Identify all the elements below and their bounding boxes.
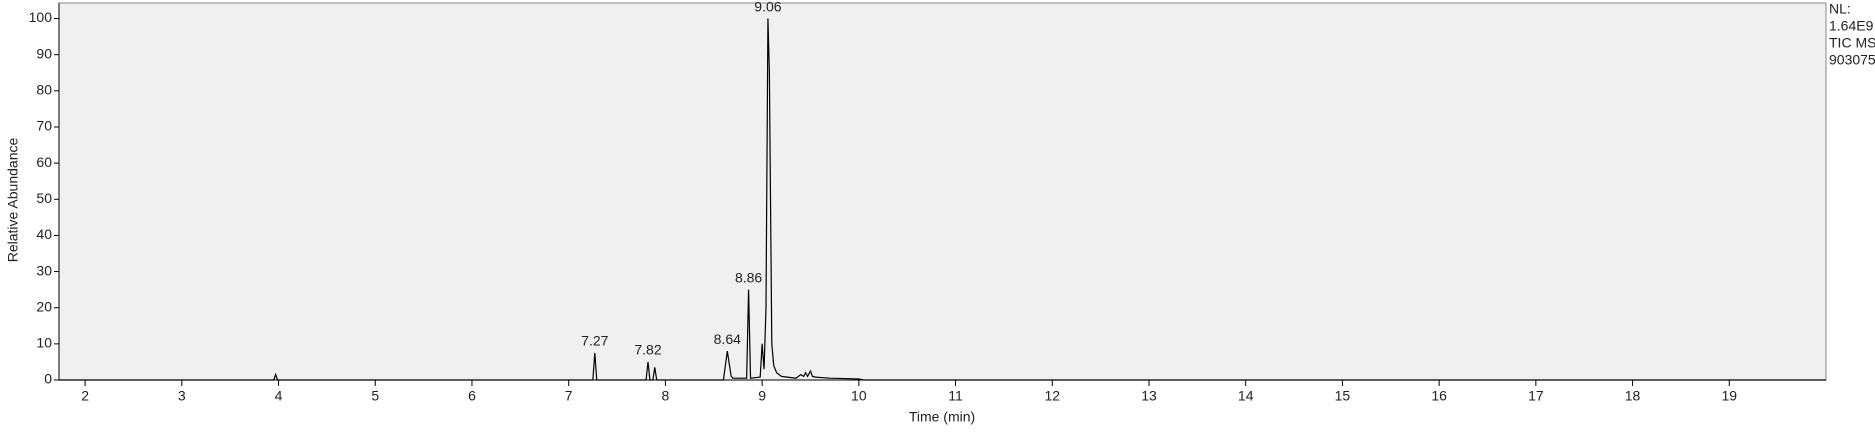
plot-area: [58, 2, 1827, 381]
y-tick-label: 10: [36, 335, 52, 351]
trace: [59, 18, 1826, 381]
y-tick-label: 100: [29, 9, 53, 25]
y-tick-label: 20: [36, 298, 52, 314]
x-tick-label: 2: [81, 388, 89, 404]
x-tick-label: 11: [948, 388, 963, 404]
x-tick-label: 18: [1625, 388, 1641, 404]
x-tick-label: 10: [851, 388, 867, 404]
y-tick-label: 40: [36, 226, 52, 242]
y-tick-label: 30: [36, 262, 52, 278]
x-tick-label: 6: [468, 388, 476, 404]
x-tick-label: 14: [1238, 388, 1254, 404]
y-axis-label: Relative Abundance: [5, 138, 21, 263]
x-tick-label: 5: [371, 388, 379, 404]
x-tick-label: 9: [758, 388, 766, 404]
x-tick-label: 19: [1721, 388, 1737, 404]
peak-label: 7.27: [581, 333, 608, 349]
peak-label: 8.86: [735, 269, 762, 285]
x-tick-label: 3: [178, 388, 186, 404]
peak-label: 9.06: [754, 0, 781, 14]
x-axis-label: Time (min): [909, 409, 975, 425]
info-text: TIC MS: [1829, 35, 1875, 51]
y-tick-label: 0: [44, 371, 52, 387]
y-tick-label: 50: [36, 190, 52, 206]
x-tick-label: 17: [1528, 388, 1544, 404]
x-tick-label: 15: [1335, 388, 1351, 404]
info-text: 1.64E9: [1829, 18, 1874, 34]
x-tick-label: 13: [1141, 388, 1157, 404]
y-tick-label: 90: [36, 45, 52, 61]
info-text: 903075: [1829, 52, 1875, 68]
y-tick-label: 70: [36, 118, 52, 134]
x-tick-label: 12: [1044, 388, 1060, 404]
x-tick-label: 7: [565, 388, 573, 404]
info-text: NL:: [1829, 1, 1851, 17]
peak-label: 8.64: [714, 331, 741, 347]
x-tick-label: 16: [1431, 388, 1447, 404]
y-tick-label: 60: [36, 154, 52, 170]
y-tick-label: 80: [36, 82, 52, 98]
x-tick-label: 4: [275, 388, 283, 404]
x-tick-label: 8: [662, 388, 670, 404]
peak-label: 7.82: [634, 342, 661, 358]
